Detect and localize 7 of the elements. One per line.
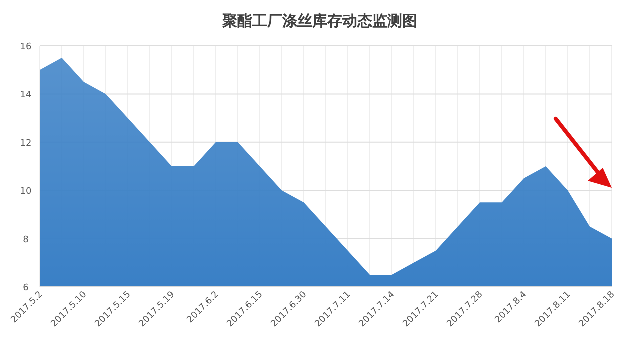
y-tick-label: 10 <box>20 187 32 198</box>
y-tick-label: 8 <box>23 235 30 246</box>
y-tick-label: 16 <box>20 42 32 52</box>
y-tick-label: 12 <box>20 138 32 149</box>
y-tick-label: 6 <box>23 284 30 294</box>
chart-title: 聚酯工厂涤丝库存动态监测图 <box>222 12 418 30</box>
y-tick-label: 14 <box>20 90 32 101</box>
